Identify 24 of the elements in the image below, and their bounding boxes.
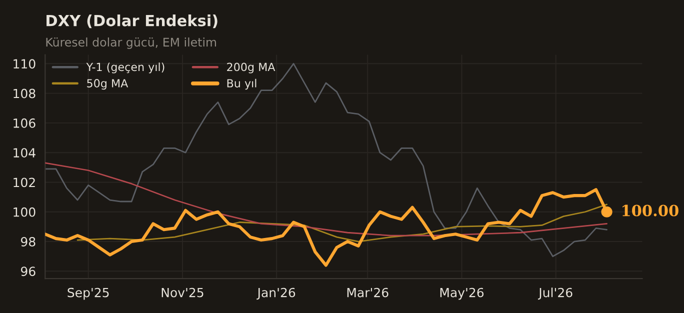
legend-label: 50g MA	[87, 79, 128, 90]
legend-label: Y-1 (geçen yıl)	[86, 62, 164, 74]
y-tick-label: 104	[14, 148, 36, 158]
line-series	[76, 204, 608, 242]
y-tick-label: 100	[14, 207, 36, 217]
annotation: 100.00	[622, 204, 678, 216]
x-tick-label: May'26	[440, 288, 484, 300]
x-tick-label: Sep'25	[68, 288, 109, 300]
chart-subtitle: Küresel dolar gücü, EM iletim	[46, 37, 216, 49]
x-tick-label: Nov'25	[162, 288, 204, 298]
x-tick-label: Mar'26	[347, 288, 388, 298]
y-tick-label: 108	[14, 88, 36, 98]
chart-title: DXY (Dolar Endeksi)	[46, 14, 218, 28]
y-tick-label: 106	[14, 118, 36, 128]
line-series	[45, 162, 608, 236]
legend-label: 200g MA	[227, 62, 276, 74]
line-series	[45, 62, 608, 258]
y-tick-label: 96	[20, 266, 36, 276]
y-tick-label: 102	[14, 178, 35, 188]
y-tick-label: 110	[14, 59, 36, 69]
x-tick-label: Jan'26	[256, 288, 296, 300]
x-tick-label: Jul'26	[538, 288, 572, 300]
y-tick-label: 98	[20, 236, 36, 246]
legend-label: Bu yıl	[227, 78, 256, 90]
